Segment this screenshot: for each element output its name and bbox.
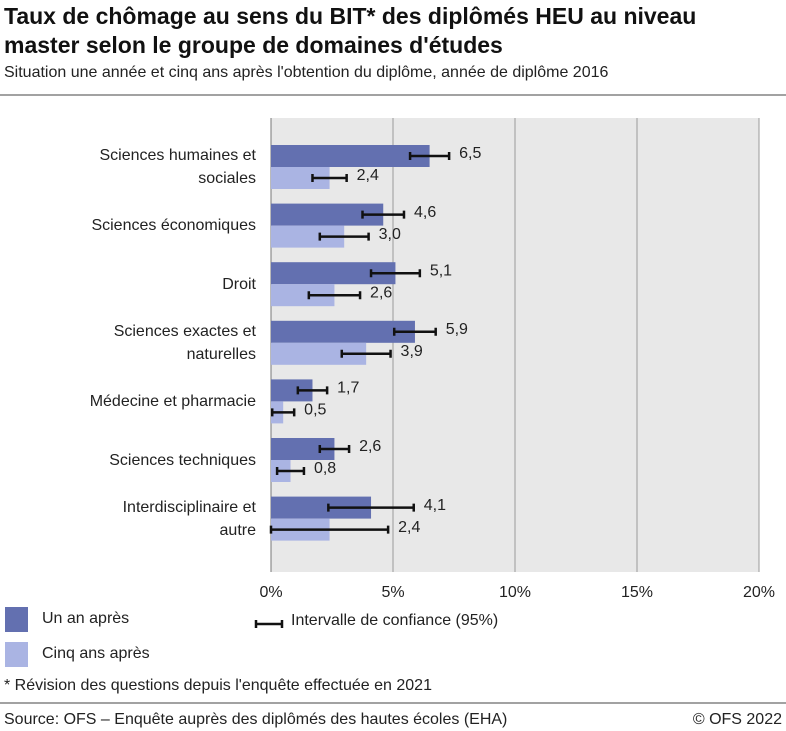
chart-subtitle: Situation une année et cinq ans après l'… xyxy=(4,64,609,81)
value-label: 4,6 xyxy=(414,204,436,221)
value-label: 4,1 xyxy=(424,497,446,514)
bar xyxy=(271,225,345,248)
legend-label: Cinq ans après xyxy=(42,645,150,662)
bar xyxy=(271,262,396,285)
value-label: 2,4 xyxy=(398,519,420,536)
x-tick-label: 10% xyxy=(499,584,531,601)
error-bar xyxy=(311,174,348,182)
footnote: * Révision des questions depuis l'enquêt… xyxy=(4,677,432,694)
error-bar xyxy=(327,503,415,512)
y-tick-label: Interdisciplinaire et autre xyxy=(122,498,256,539)
y-tick-label: Sciences exactes et naturelles xyxy=(113,322,256,363)
value-label: 3,0 xyxy=(379,226,401,243)
value-label: 0,5 xyxy=(304,402,326,419)
y-tick-label: Droit xyxy=(222,275,256,293)
error-bar xyxy=(318,232,370,241)
copyright: © OFS 2022 xyxy=(693,711,782,728)
value-label: 2,6 xyxy=(359,438,381,455)
bar xyxy=(271,145,430,167)
legend-label: Intervalle de confiance (95%) xyxy=(291,612,498,629)
legend-error-symbol xyxy=(254,620,284,628)
legend-swatch xyxy=(5,642,28,667)
error-bar xyxy=(269,525,390,534)
bar xyxy=(271,284,335,307)
bar xyxy=(271,203,384,226)
bar xyxy=(271,379,313,402)
y-tick-label: Médecine et pharmacie xyxy=(89,392,256,410)
bar xyxy=(271,496,372,519)
value-label: 2,4 xyxy=(357,167,379,184)
value-label: 5,9 xyxy=(446,321,468,338)
error-bar xyxy=(307,291,362,300)
x-tick-label: 5% xyxy=(381,584,404,601)
error-bar xyxy=(296,386,329,395)
error-bar xyxy=(275,467,306,475)
legend-swatch xyxy=(5,607,28,632)
y-tick-label: Sciences économiques xyxy=(91,217,256,235)
bar xyxy=(271,167,330,189)
y-tick-label: Sciences humaines et sociales xyxy=(99,147,256,187)
value-label: 6,5 xyxy=(459,145,481,162)
error-bar xyxy=(361,210,406,219)
value-label: 5,1 xyxy=(430,262,452,279)
x-tick-label: 0% xyxy=(259,584,282,601)
error-bar xyxy=(340,349,392,358)
x-tick-label: 15% xyxy=(621,584,653,601)
bar xyxy=(271,438,335,460)
x-tick-label: 20% xyxy=(743,584,775,601)
value-label: 2,6 xyxy=(370,284,392,301)
bar xyxy=(271,342,367,365)
legend-label: Un an après xyxy=(42,610,129,627)
error-bar xyxy=(318,445,351,453)
y-tick-label: Sciences techniques xyxy=(109,451,256,469)
value-label: 3,9 xyxy=(401,343,423,360)
error-bar xyxy=(270,408,296,417)
value-label: 0,8 xyxy=(314,460,336,477)
chart-title: Taux de chômage au sens du BIT* des dipl… xyxy=(4,3,697,58)
bar xyxy=(271,320,415,343)
source: Source: OFS – Enquête auprès des diplômé… xyxy=(4,711,507,728)
error-bar xyxy=(369,269,422,278)
value-label: 1,7 xyxy=(337,380,359,397)
error-bar xyxy=(392,327,437,336)
error-bar xyxy=(408,152,451,160)
